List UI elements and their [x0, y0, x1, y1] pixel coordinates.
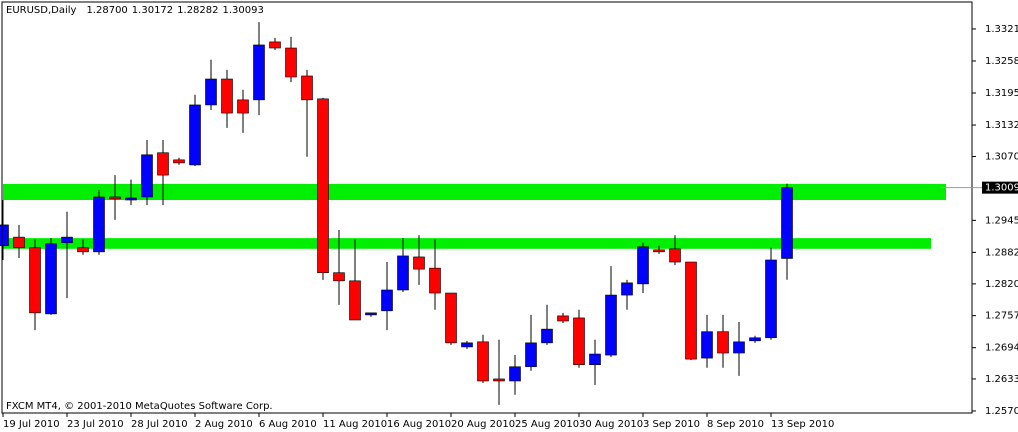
x-tick-label: 11 Aug 2010 — [323, 419, 387, 430]
y-tick-label: 1.28200 — [985, 279, 1018, 290]
x-tick-label: 16 Aug 2010 — [387, 419, 451, 430]
candle-body — [13, 236, 25, 249]
candle-body — [269, 41, 281, 49]
candle-body — [493, 378, 505, 382]
candle-body — [93, 196, 105, 253]
candle-body — [653, 249, 665, 253]
candle-body — [349, 280, 361, 321]
candle-body — [253, 44, 265, 101]
candle-body — [285, 47, 297, 78]
candle-body — [509, 366, 521, 382]
candle-body — [477, 341, 489, 382]
y-tick-label: 1.29450 — [985, 215, 1018, 226]
candle-body — [605, 294, 617, 356]
plot-frame — [1, 1, 973, 414]
footer: FXCM MT4, © 2001-2010 MetaQuotes Softwar… — [6, 401, 273, 412]
y-tick-label: 1.30705 — [985, 152, 1018, 163]
x-tick-label: 23 Jul 2010 — [67, 419, 124, 430]
candle-body — [621, 282, 633, 296]
y-tick-label: 1.33215 — [985, 24, 1018, 35]
x-tick-label: 25 Aug 2010 — [515, 419, 579, 430]
candle-body — [317, 98, 329, 273]
x-tick-label: 2 Aug 2010 — [195, 419, 253, 430]
x-tick-label: 13 Sep 2010 — [771, 419, 834, 430]
candle-body — [429, 267, 441, 294]
candle-body — [109, 196, 121, 200]
support-resistance-zone — [3, 183, 946, 201]
candle-body — [765, 259, 777, 339]
candle-body — [781, 187, 793, 259]
candle-body — [173, 159, 185, 164]
candle-body — [461, 342, 473, 348]
candle-body — [525, 342, 537, 368]
candle-body — [717, 331, 729, 354]
candle-body — [541, 328, 553, 344]
candle-body — [445, 292, 457, 344]
candle-body — [301, 75, 313, 101]
ohlc-label: 1.28282 — [177, 5, 218, 16]
candle-body — [589, 353, 601, 366]
x-tick-label: 3 Sep 2010 — [643, 419, 700, 430]
candle-body — [29, 247, 41, 314]
y-tick-label: 1.31955 — [985, 88, 1018, 99]
y-tick-label: 1.32585 — [985, 56, 1018, 67]
candle-body — [0, 224, 9, 247]
candle-body — [157, 152, 169, 176]
candle-body — [701, 331, 713, 359]
y-tick-label: 1.25700 — [985, 406, 1018, 417]
candle-body — [333, 272, 345, 282]
candle-body — [685, 261, 697, 360]
x-tick-label: 6 Aug 2010 — [259, 419, 317, 430]
candle-body — [669, 248, 681, 263]
last-price-box — [982, 181, 1018, 194]
candle-body — [189, 104, 201, 166]
candle-body — [45, 243, 57, 315]
candle-body — [365, 312, 377, 316]
y-tick-label: 1.26945 — [985, 343, 1018, 354]
candle-body — [749, 337, 761, 342]
x-tick-label: 28 Jul 2010 — [131, 419, 188, 430]
candle-body — [77, 247, 89, 253]
candle-body — [141, 154, 153, 198]
candle-body — [557, 315, 569, 322]
x-tick-label: 20 Aug 2010 — [451, 419, 515, 430]
candle-body — [413, 256, 425, 270]
y-tick-label: 1.26330 — [985, 374, 1018, 385]
last-price-label: 1.30093 — [985, 183, 1018, 194]
ohlc-label: 1.28700 — [86, 5, 127, 16]
x-tick-label: 30 Aug 2010 — [579, 419, 643, 430]
candle-body — [221, 78, 233, 114]
y-tick-label: 1.31325 — [985, 120, 1018, 131]
candle-body — [205, 78, 217, 106]
chart-title: EURUSD,Daily — [6, 5, 77, 16]
candle-body — [573, 317, 585, 366]
x-tick-label: 8 Sep 2010 — [707, 419, 764, 430]
candle-body — [397, 255, 409, 291]
y-tick-label: 1.27575 — [985, 311, 1018, 322]
x-tick-label: 19 Jul 2010 — [3, 419, 60, 430]
candle-body — [381, 289, 393, 312]
candle-body — [237, 99, 249, 114]
candle-body — [125, 197, 137, 201]
candle-body — [733, 341, 745, 354]
candle-body — [637, 246, 649, 285]
ohlc-label: 1.30093 — [223, 5, 264, 16]
support-resistance-zone — [3, 238, 931, 249]
y-tick-label: 1.28820 — [985, 247, 1018, 258]
ohlc-label: 1.30172 — [132, 5, 173, 16]
candle-body — [61, 236, 73, 244]
